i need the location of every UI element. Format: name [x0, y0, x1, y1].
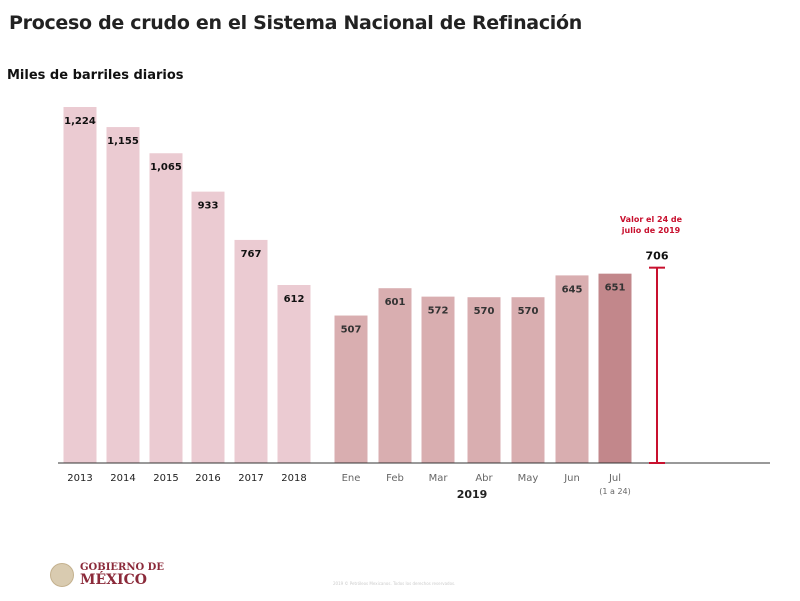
bar-2018	[277, 285, 311, 463]
page-title: Proceso de crudo en el Sistema Nacional …	[9, 12, 582, 34]
group-label-2019: 2019	[457, 488, 488, 501]
logo-line2: MÉXICO	[80, 572, 147, 588]
tick-label-Mar: Mar	[429, 473, 449, 484]
tick-label-2017: 2017	[238, 473, 263, 484]
tick-label-2018: 2018	[281, 473, 306, 484]
annotation-value: 706	[646, 250, 669, 263]
copyright: 2019 © Petróleos Mexicanos. Todos los de…	[333, 581, 456, 586]
data-label-May: 570	[518, 306, 539, 317]
bar-Abr	[467, 297, 501, 463]
annotation-note-2: julio de 2019	[621, 226, 681, 235]
bar-Jun	[555, 275, 589, 463]
bar-2017	[234, 239, 268, 463]
bar-2016	[191, 191, 225, 463]
data-label-Ene: 507	[341, 325, 362, 336]
tick-label-Jul: Jul	[608, 473, 621, 484]
data-label-2016: 933	[198, 201, 219, 212]
tick-sublabel: (1 a 24)	[599, 487, 631, 496]
bar-Mar	[421, 296, 455, 463]
gobierno-logo: GOBIERNO DE MÉXICO	[50, 563, 164, 587]
tick-label-2014: 2014	[110, 473, 135, 484]
annotation-note-1: Valor el 24 de	[620, 215, 683, 224]
data-label-Jun: 645	[562, 284, 583, 295]
bar-2013	[63, 107, 97, 463]
tick-label-Jun: Jun	[563, 473, 580, 484]
tick-label-Ene: Ene	[342, 473, 361, 484]
data-label-Feb: 601	[385, 297, 406, 308]
data-label-2014: 1,155	[107, 136, 139, 147]
bar-Feb	[378, 288, 412, 463]
seal-icon	[50, 563, 74, 587]
tick-label-2016: 2016	[195, 473, 220, 484]
data-label-Jul: 651	[605, 283, 626, 294]
tick-label-Abr: Abr	[475, 473, 493, 484]
data-label-Abr: 570	[474, 306, 495, 317]
tick-label-2013: 2013	[67, 473, 92, 484]
tick-label-2015: 2015	[153, 473, 178, 484]
bar-chart: 1,224 2013 1,155 2014 1,065 2015 933 2016 767 201…	[58, 107, 770, 501]
data-label-2015: 1,065	[150, 162, 182, 173]
bar-May	[511, 297, 545, 463]
bar-Ene	[334, 315, 368, 463]
data-label-2013: 1,224	[64, 116, 96, 127]
y-axis-label: Miles de barriles diarios	[7, 68, 184, 83]
tick-label-Feb: Feb	[386, 473, 404, 484]
data-label-2017: 767	[241, 249, 262, 260]
bar-2014	[106, 127, 140, 463]
data-label-2018: 612	[284, 294, 305, 305]
tick-label-May: May	[518, 473, 539, 484]
data-label-Mar: 572	[428, 306, 449, 317]
bar-2015	[149, 153, 183, 463]
bar-Jul	[598, 273, 632, 463]
logo-line1: GOBIERNO DE	[80, 562, 164, 573]
